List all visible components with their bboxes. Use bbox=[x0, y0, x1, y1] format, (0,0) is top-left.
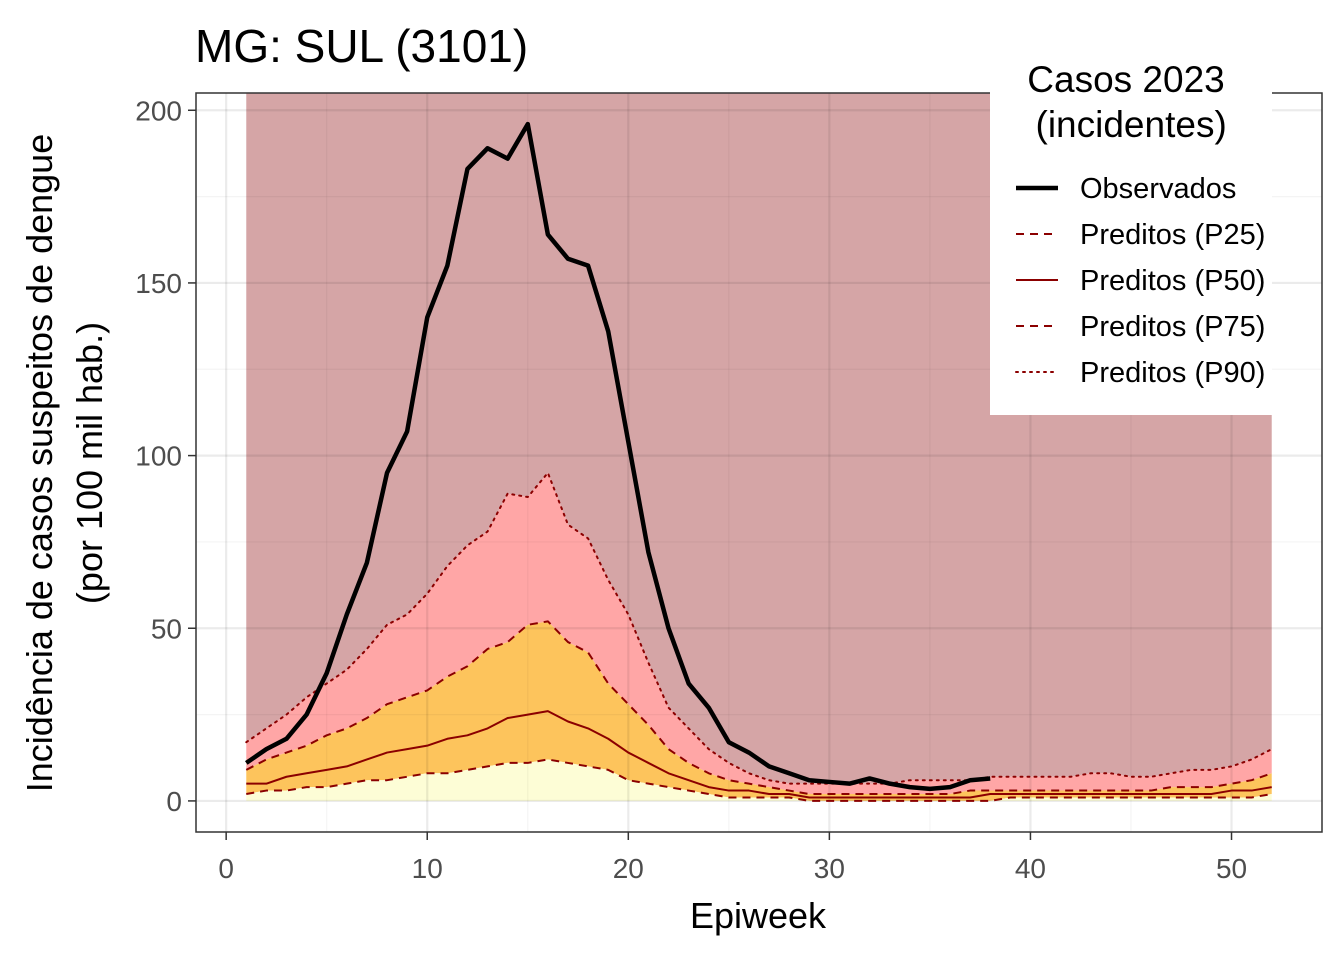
legend-label: Preditos (P75) bbox=[1080, 311, 1265, 343]
x-axis-title: Epiweek bbox=[690, 895, 827, 936]
legend-title-line2: (incidentes) bbox=[1025, 104, 1227, 145]
y-tick-label: 0 bbox=[166, 786, 182, 817]
series-line-p50 bbox=[246, 710, 1272, 799]
x-tick-label: 20 bbox=[613, 853, 644, 884]
legend: Casos 2023 (incidentes) Observados Predit… bbox=[990, 55, 1272, 415]
legend-label: Preditos (P25) bbox=[1080, 219, 1265, 251]
series-line-observed bbox=[244, 121, 991, 792]
legend-entries: Observados Preditos (P25) Preditos (P50) Pr… bbox=[1015, 173, 1265, 389]
band-below-p25 bbox=[246, 759, 1272, 801]
band-p75-p90 bbox=[246, 472, 1272, 795]
y-tick-label: 150 bbox=[135, 268, 182, 299]
legend-label: Preditos (P90) bbox=[1080, 357, 1265, 389]
legend-label: Preditos (P50) bbox=[1080, 265, 1265, 297]
x-axis: 0 10 20 30 40 50 bbox=[218, 832, 1247, 884]
series-line-p75 bbox=[245, 620, 1273, 796]
x-tick-label: 30 bbox=[814, 853, 845, 884]
y-tick-label: 100 bbox=[135, 441, 182, 472]
y-tick-label: 200 bbox=[135, 95, 182, 126]
x-tick-label: 10 bbox=[412, 853, 443, 884]
x-tick-label: 0 bbox=[218, 853, 234, 884]
legend-title-line1: Casos 2023 bbox=[1027, 59, 1224, 100]
series-line-p25 bbox=[246, 758, 1272, 802]
y-tick-label: 50 bbox=[151, 613, 182, 644]
band-p25-p75 bbox=[246, 621, 1272, 801]
y-axis-title-line2: (por 100 mil hab.) bbox=[69, 322, 110, 604]
y-axis: 0 50 100 150 200 bbox=[135, 95, 196, 817]
y-axis-title-line1: Incidência de casos suspeitos de dengue bbox=[19, 134, 60, 792]
panel-border bbox=[195, 92, 1323, 833]
x-tick-label: 40 bbox=[1015, 853, 1046, 884]
legend-label: Observados bbox=[1080, 173, 1236, 205]
x-tick-label: 50 bbox=[1216, 853, 1247, 884]
y-axis-title: Incidência de casos suspeitos de dengue … bbox=[19, 134, 110, 792]
series-lines bbox=[244, 121, 1273, 802]
chart-title: MG: SUL (3101) bbox=[195, 20, 528, 72]
